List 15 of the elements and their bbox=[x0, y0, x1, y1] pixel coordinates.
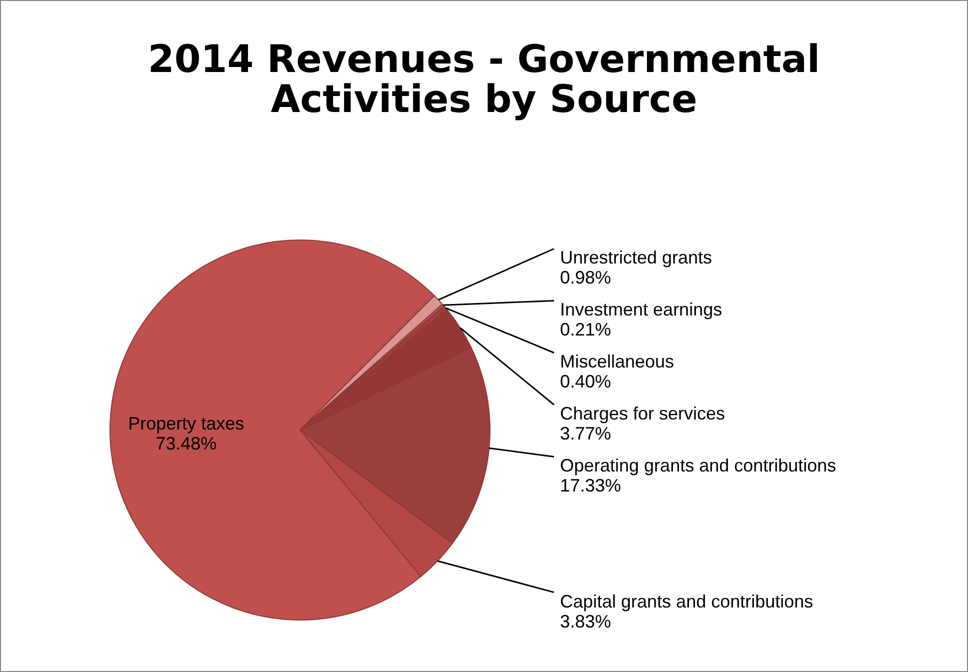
data-label: 3.83% bbox=[560, 611, 612, 632]
slice-label: Capital grants and contributions bbox=[560, 591, 814, 612]
data-label: 0.40% bbox=[560, 372, 612, 392]
chart-title: 2014 Revenues - Governmental Activities by Source bbox=[148, 37, 820, 121]
data-label: 17.33% bbox=[560, 476, 622, 496]
data-label: 0.21% bbox=[560, 320, 612, 340]
data-label: 73.48% bbox=[156, 434, 217, 454]
slice-label: Property taxes bbox=[128, 414, 244, 434]
slice-label: Charges for services bbox=[560, 404, 726, 424]
slice-label: Unrestricted grants bbox=[560, 248, 712, 268]
slice-label: Operating grants and contributions bbox=[560, 456, 836, 476]
data-label: 0.98% bbox=[560, 268, 612, 288]
slice-label: Miscellaneous bbox=[560, 352, 674, 372]
slice-label: Investment earnings bbox=[560, 300, 722, 320]
data-label: 3.77% bbox=[560, 424, 612, 444]
